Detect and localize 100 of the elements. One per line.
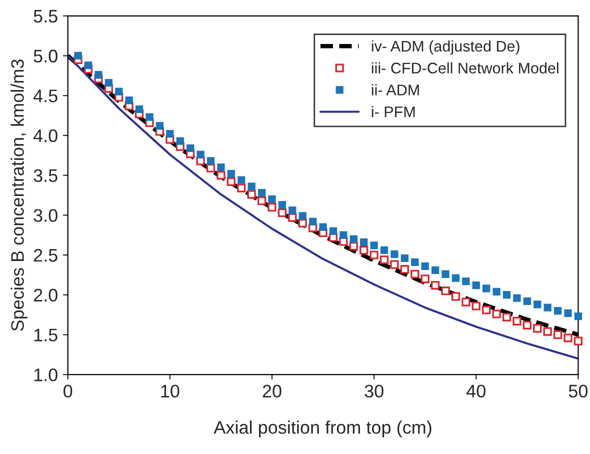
- point: [350, 235, 358, 243]
- point: [115, 88, 123, 96]
- point: [248, 182, 256, 190]
- point: [125, 96, 133, 104]
- x-tick-label: 30: [364, 384, 384, 398]
- x-tick-label: 0: [64, 384, 72, 398]
- point: [430, 280, 440, 290]
- point: [390, 260, 399, 269]
- point: [492, 310, 501, 318]
- point: [544, 304, 552, 312]
- point: [564, 334, 572, 342]
- x-tick-label: 50: [568, 384, 588, 398]
- point: [360, 238, 368, 246]
- point: [238, 176, 246, 184]
- point: [543, 327, 552, 336]
- point: [166, 130, 174, 138]
- point: [492, 288, 500, 296]
- x-axis-title: Axial position from top (cm): [214, 420, 432, 438]
- point: [278, 208, 287, 218]
- point: [308, 218, 317, 226]
- point: [534, 300, 542, 308]
- point: [462, 277, 470, 286]
- point: [522, 320, 532, 330]
- point: [380, 246, 388, 254]
- point: [553, 330, 562, 340]
- point: [574, 336, 583, 346]
- point: [226, 177, 236, 186]
- point: [329, 227, 338, 235]
- point: [441, 286, 450, 296]
- y-axis-title: Species B concentration, kmol/m3: [10, 60, 28, 331]
- point: [462, 298, 470, 306]
- point: [74, 52, 82, 60]
- point: [94, 71, 102, 79]
- y-tick-label: 5.0: [34, 50, 58, 62]
- legend-label: iii- CFD-Cell Network Model: [372, 62, 558, 74]
- point: [452, 274, 460, 282]
- point: [421, 262, 429, 270]
- point: [298, 218, 307, 228]
- legend-label: iv- ADM (adjusted De): [372, 40, 520, 55]
- point: [370, 250, 378, 260]
- point: [380, 255, 389, 264]
- point: [370, 242, 378, 250]
- point: [360, 246, 368, 255]
- point: [451, 292, 460, 301]
- point: [512, 316, 522, 326]
- point: [482, 284, 490, 292]
- point: [533, 324, 542, 333]
- point: [472, 281, 480, 290]
- x-tick-label: 20: [262, 384, 282, 398]
- y-tick-label: 2.5: [34, 248, 58, 262]
- point: [554, 306, 562, 315]
- point: [206, 164, 216, 172]
- point: [84, 61, 92, 70]
- point: [237, 184, 246, 192]
- point: [298, 212, 306, 220]
- y-tick-label: 5.5: [34, 10, 58, 23]
- legend-label: i- PFM: [372, 106, 415, 118]
- point: [257, 196, 266, 206]
- point: [431, 266, 440, 274]
- y-tick-label: 3.5: [34, 169, 58, 182]
- legend-label: ii- ADM: [372, 84, 419, 96]
- point: [196, 150, 204, 158]
- point: [420, 274, 430, 284]
- point: [502, 312, 512, 322]
- point: [186, 144, 194, 152]
- point: [247, 190, 256, 199]
- y-tick-label: 4.5: [33, 90, 58, 102]
- point: [349, 242, 358, 251]
- point: [104, 79, 112, 87]
- y-tick-label: 1.0: [34, 368, 58, 382]
- point: [176, 137, 184, 145]
- point: [411, 258, 419, 266]
- point: [400, 254, 409, 262]
- point: [227, 170, 235, 178]
- point: [482, 306, 491, 314]
- point: [442, 270, 450, 278]
- point: [206, 157, 215, 165]
- point: [146, 113, 154, 121]
- point: [156, 122, 164, 130]
- point: [564, 309, 572, 317]
- point: [135, 105, 144, 113]
- point: [216, 170, 226, 180]
- y-tick-label: 2.0: [34, 288, 58, 302]
- point: [319, 223, 327, 231]
- point: [288, 213, 297, 222]
- point: [268, 195, 276, 204]
- point: [288, 206, 296, 214]
- y-tick-label: 1.5: [34, 328, 58, 342]
- point: [400, 265, 409, 274]
- point: [502, 291, 511, 299]
- point: [523, 297, 531, 306]
- x-tick-label: 40: [466, 384, 486, 398]
- point: [472, 302, 480, 310]
- point: [340, 231, 348, 239]
- point: [258, 189, 266, 197]
- point: [268, 202, 276, 212]
- point: [217, 164, 225, 172]
- x-tick-label: 10: [161, 384, 180, 398]
- point: [574, 312, 582, 320]
- point: [390, 250, 398, 258]
